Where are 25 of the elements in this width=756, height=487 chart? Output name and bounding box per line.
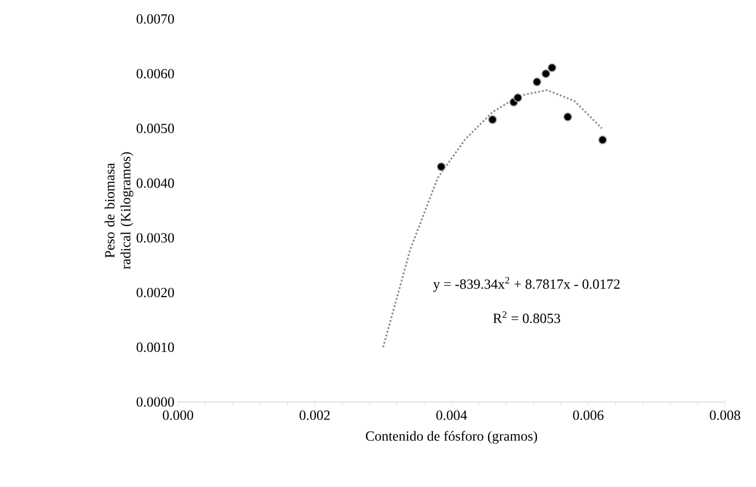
point (513, 93, 522, 102)
y-tick-label: 0.0060 (136, 68, 174, 78)
point (436, 162, 446, 172)
y-tick-label: 0.0020 (136, 288, 174, 298)
point (548, 63, 557, 72)
x-tick-label: 0.006 (573, 410, 604, 420)
point (541, 69, 550, 78)
y-tick-label: 0.0030 (136, 233, 174, 243)
y-tick-label: 0.0070 (136, 14, 174, 24)
y-tick-label: 0.0010 (136, 342, 174, 352)
point (598, 135, 608, 144)
x-axis-title: Contenido de fósforo (gramos) (366, 430, 538, 444)
annotation: y = -839.34x$^{2}$ + 8.7817x - 0.0172 (433, 277, 620, 292)
point (488, 115, 498, 124)
y-tick-label: 0.0040 (136, 178, 174, 188)
x-tick-label: 0.000 (162, 410, 194, 420)
y-tick-label: 0.0050 (136, 124, 174, 134)
point (532, 77, 542, 86)
x-tick-label: 0.008 (710, 410, 740, 420)
point (563, 112, 572, 122)
y-axis-title: Peso de biomasa radical (Kilogramos) (104, 152, 134, 270)
y-tick-label: 0.0000 (136, 397, 174, 407)
x-tick-label: 0.004 (436, 410, 467, 420)
annotation: R$^{2}$ = 0.8053 (493, 311, 560, 324)
x-tick-label: 0.002 (300, 410, 330, 420)
